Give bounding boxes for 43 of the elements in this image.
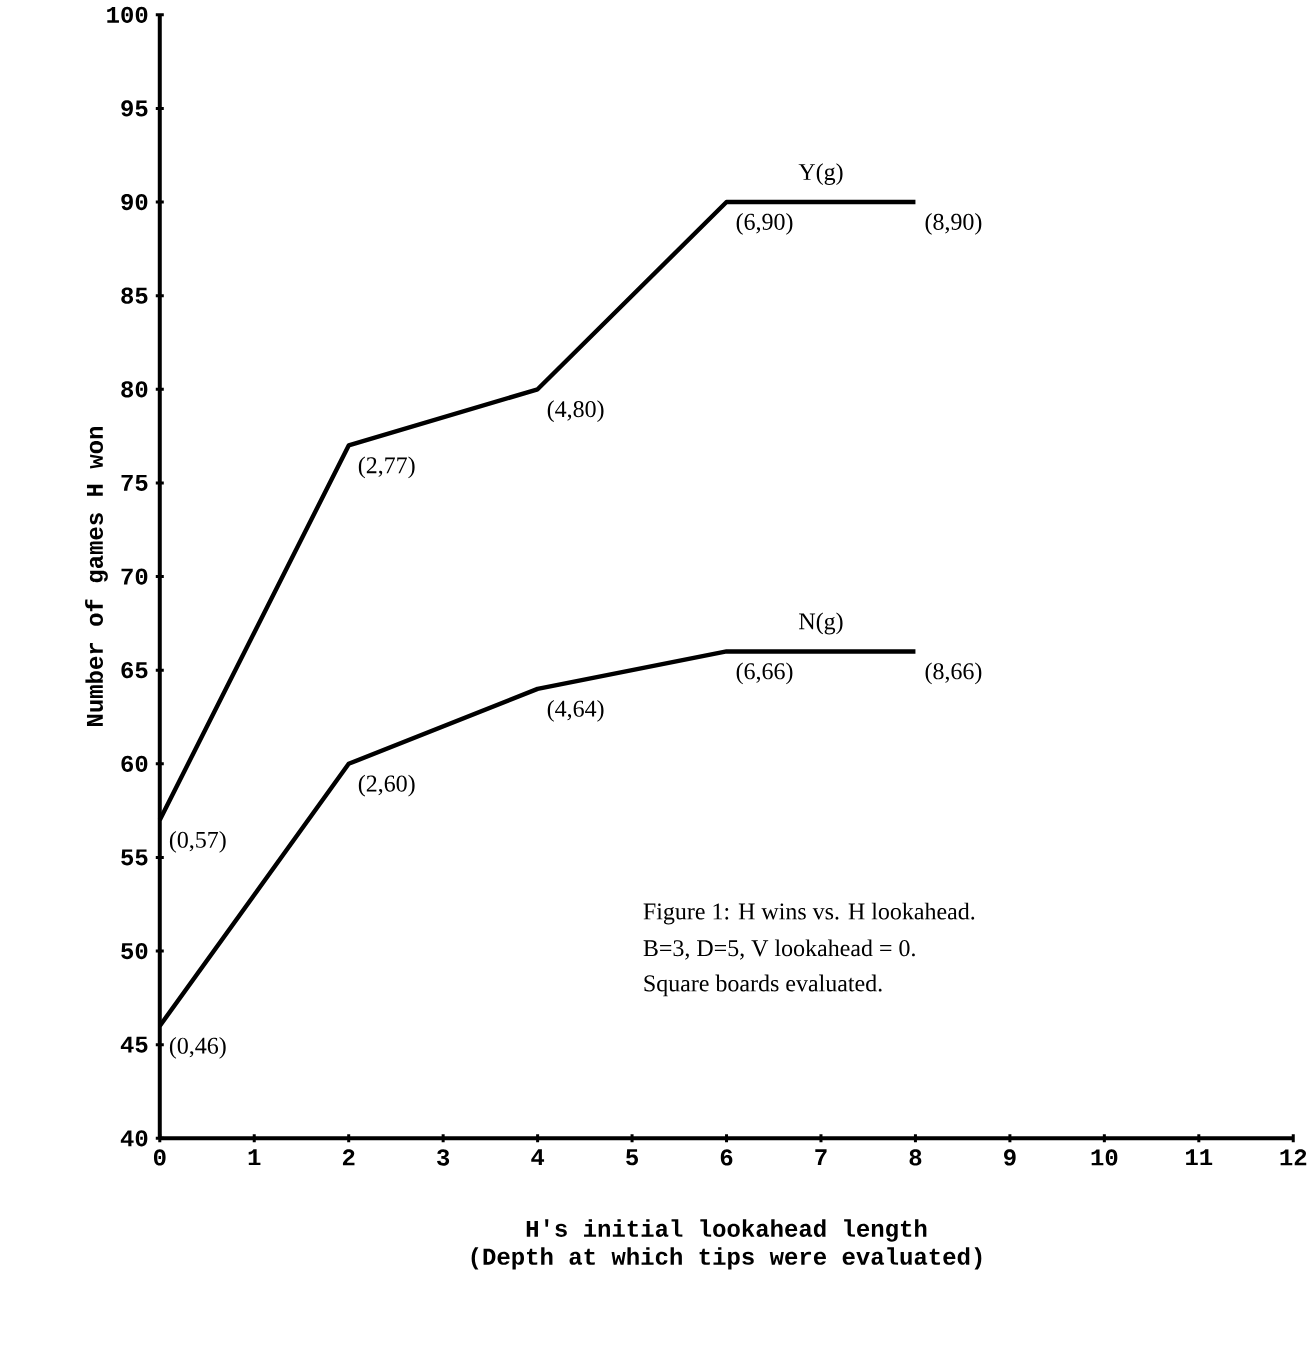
x-tick-label: 0	[153, 1149, 166, 1166]
y-tick-label: 65	[121, 662, 148, 679]
y-tick-label: 60	[121, 755, 148, 772]
annotation: (6,90)	[736, 213, 793, 235]
x-axis-title: H's initial lookahead length (Depth at which tips were evaluated)	[471, 1219, 982, 1270]
y-tick-label: 55	[121, 849, 148, 866]
x-tick-label: 5	[625, 1149, 638, 1166]
annotation: (0,46)	[169, 1036, 226, 1059]
annotation: (4,64)	[547, 699, 604, 722]
x-tick-label: 1	[248, 1149, 261, 1166]
x-tick-label: 6	[720, 1149, 733, 1166]
y-axis-title: Number of games H won	[84, 427, 108, 726]
y-tick-label: 45	[120, 1036, 148, 1053]
y-tick-label: 95	[121, 100, 148, 117]
annotation: B=3, D=5, V lookahead = 0.	[643, 939, 915, 960]
annotation: (0,57)	[169, 831, 226, 853]
x-tick-label: 10	[1091, 1149, 1118, 1166]
y-tick-label: 85	[121, 287, 148, 304]
series-label: N(g)	[798, 612, 843, 635]
x-tick-label: 7	[815, 1149, 827, 1166]
x-tick-label: 12	[1280, 1149, 1307, 1166]
y-tick-label: 90	[121, 193, 148, 211]
annotation: (8,66)	[925, 662, 982, 685]
y-tick-label: 80	[121, 381, 148, 398]
annotation: (2,60)	[358, 774, 415, 797]
x-tick-label: 3	[436, 1149, 449, 1166]
y-tick-label: 40	[120, 1130, 148, 1147]
annotation: (4,80)	[547, 400, 604, 423]
x-tick-label: 8	[909, 1149, 922, 1166]
x-tick-label: 4	[531, 1149, 544, 1166]
y-tick-label: 75	[121, 474, 148, 491]
annotation: (2,77)	[358, 456, 415, 479]
annotation: Square boards evaluated.	[644, 974, 882, 997]
annotation: Figure 1: H wins vs. H lookahead.	[643, 902, 975, 925]
annotation: (6,66)	[736, 662, 793, 685]
y-tick-label: 70	[121, 568, 148, 585]
annotation: (8,90)	[925, 213, 982, 235]
x-tick-label: 11	[1185, 1149, 1213, 1166]
x-tick-label: 9	[1003, 1149, 1016, 1166]
series-label: Y(g)	[798, 163, 843, 185]
y-tick-label: 100	[107, 6, 148, 23]
x-tick-label: 2	[342, 1149, 355, 1166]
y-tick-label: 50	[121, 942, 148, 960]
